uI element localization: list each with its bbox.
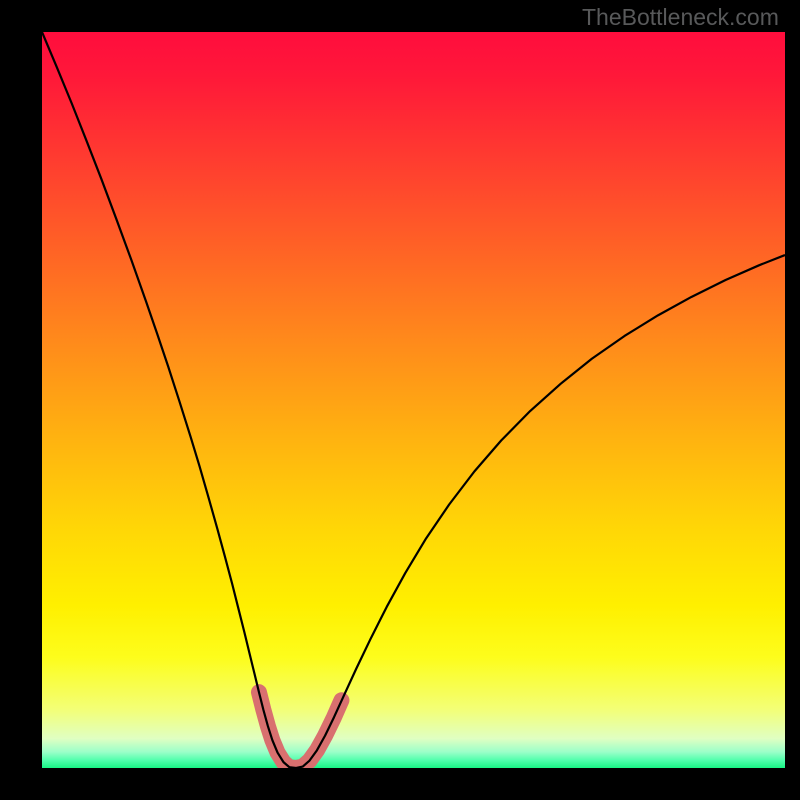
chart-stage: TheBottleneck.com — [0, 0, 800, 800]
plot-svg — [0, 0, 800, 800]
gradient-background — [42, 32, 785, 768]
watermark-text: TheBottleneck.com — [582, 4, 779, 31]
